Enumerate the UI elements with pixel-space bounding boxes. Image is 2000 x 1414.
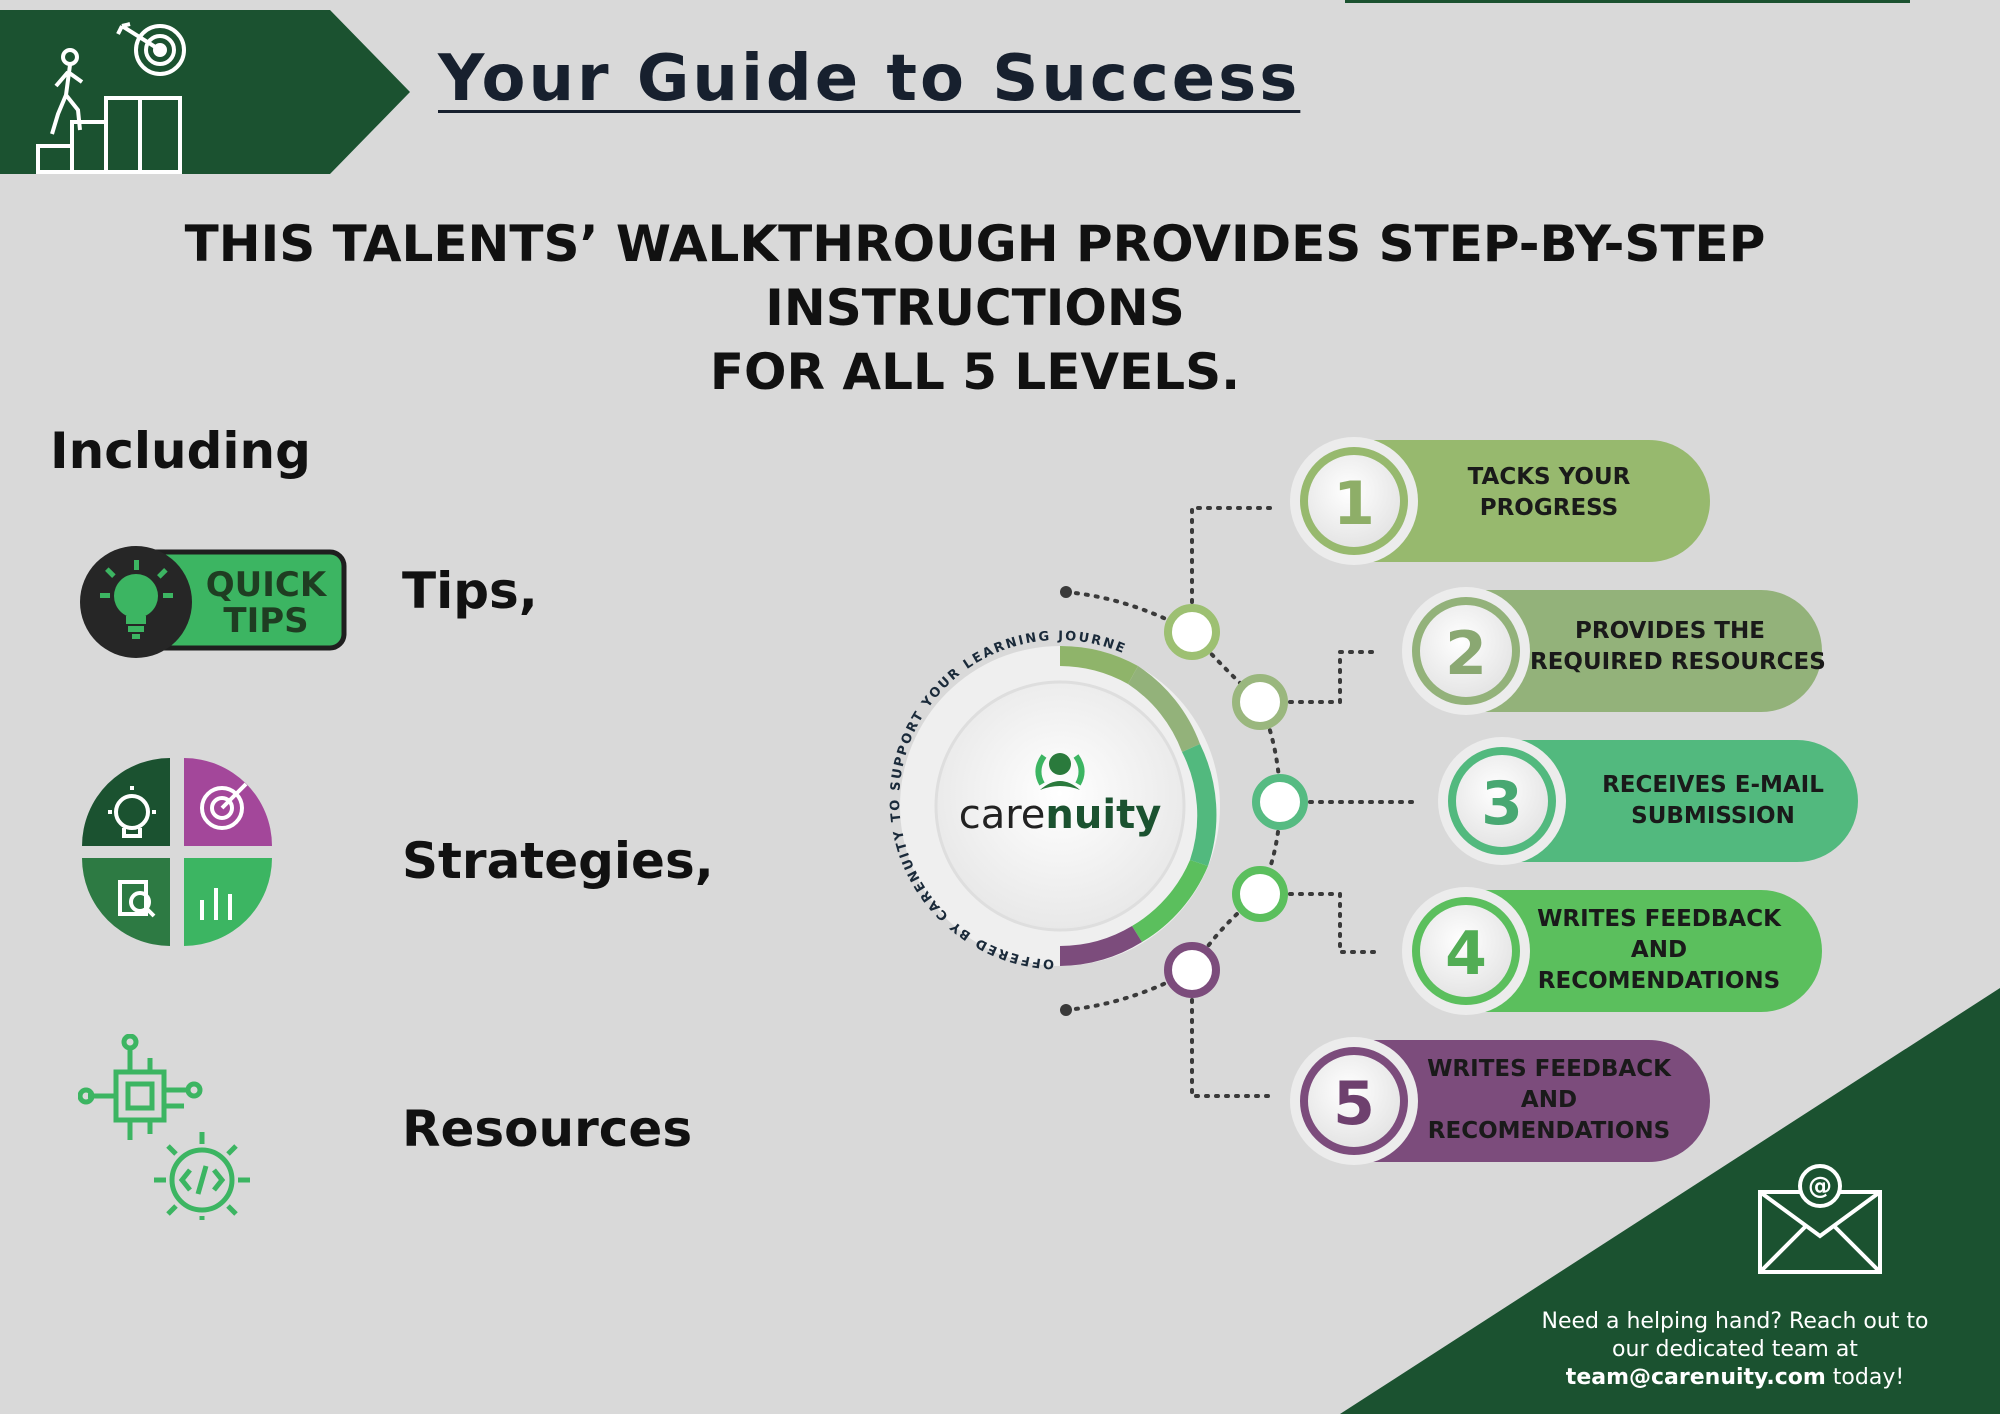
footer-triangle bbox=[1340, 988, 2000, 1414]
step-2: 2 bbox=[1402, 587, 1822, 715]
help-line-3: team@carenuity.com today! bbox=[1500, 1364, 1970, 1392]
dotted-connectors bbox=[1064, 506, 1422, 1098]
subtitle-line-1: THIS TALENTS’ WALKTHROUGH PROVIDES STEP-… bbox=[184, 215, 1766, 337]
quick-tips-badge: QUICK TIPS bbox=[80, 546, 347, 658]
step-4-text: WRITES FEEDBACK AND RECOMENDATIONS bbox=[1534, 904, 1784, 997]
help-email-link[interactable]: team@carenuity.com bbox=[1565, 1365, 1826, 1390]
help-line-2: our dedicated team at bbox=[1612, 1337, 1858, 1362]
including-heading: Including bbox=[50, 422, 311, 480]
step-5-line-3: RECOMENDATIONS bbox=[1427, 1118, 1671, 1144]
category-strategies: Strategies, bbox=[402, 832, 714, 890]
step-5-line-1: WRITES FEEDBACK bbox=[1427, 1056, 1671, 1082]
lightbulb-icon bbox=[100, 560, 173, 639]
page-subtitle: THIS TALENTS’ WALKTHROUGH PROVIDES STEP-… bbox=[40, 212, 1910, 404]
step-1: 1 bbox=[1290, 437, 1710, 565]
step-1-line-1: TACKS YOUR bbox=[1467, 464, 1631, 490]
help-text: Need a helping hand? Reach out to our de… bbox=[1500, 1308, 1970, 1392]
hub-logo-nuity: nuity bbox=[1045, 792, 1161, 838]
step-2-text: PROVIDES THE REQUIRED RESOURCES bbox=[1530, 616, 1826, 678]
hub-inner bbox=[934, 680, 1186, 932]
stairs-target-icon bbox=[36, 22, 186, 174]
step-5-number: 5 bbox=[1333, 1069, 1375, 1139]
step-4-line-3: RECOMENDATIONS bbox=[1537, 968, 1781, 994]
step-4: 4 bbox=[1402, 887, 1822, 1015]
strategy-quadrant-icon bbox=[82, 758, 272, 946]
subtitle-line-2: FOR ALL 5 LEVELS. bbox=[709, 343, 1241, 401]
header-banner bbox=[0, 10, 410, 174]
step-3-line-2: SUBMISSION bbox=[1631, 803, 1795, 829]
svg-text:@: @ bbox=[1808, 1172, 1832, 1200]
page-title: Your Guide to Success bbox=[438, 42, 1301, 116]
top-accent-line bbox=[1345, 0, 1910, 3]
hub-logo-care: care bbox=[959, 792, 1046, 838]
step-3-text: RECEIVES E-MAIL SUBMISSION bbox=[1588, 770, 1838, 832]
quick-tips-word-2: TIPS bbox=[223, 601, 308, 641]
help-suffix: today! bbox=[1825, 1365, 1905, 1390]
chip-gear-icon bbox=[78, 1034, 250, 1220]
process-diagram: carenuity OFFERED BY CARENUITY TO SUPPOR… bbox=[880, 420, 1858, 1165]
category-tips: Tips, bbox=[402, 562, 538, 620]
step-1-number: 1 bbox=[1333, 469, 1375, 539]
step-5-line-2: AND bbox=[1520, 1087, 1578, 1113]
step-2-line-1: PROVIDES THE bbox=[1575, 618, 1765, 644]
step-2-number: 2 bbox=[1445, 619, 1487, 689]
email-at-icon[interactable]: @ bbox=[1754, 1164, 1886, 1276]
step-4-line-1: WRITES FEEDBACK bbox=[1537, 906, 1781, 932]
step-2-line-2: REQUIRED RESOURCES bbox=[1530, 649, 1826, 675]
step-1-text: TACKS YOUR PROGRESS bbox=[1424, 462, 1674, 524]
help-line-1: Need a helping hand? Reach out to bbox=[1541, 1309, 1929, 1334]
carenuity-logo-icon bbox=[1035, 753, 1085, 790]
step-4-number: 4 bbox=[1445, 919, 1487, 989]
category-resources: Resources bbox=[402, 1100, 693, 1158]
step-3-line-1: RECEIVES E-MAIL bbox=[1602, 772, 1824, 798]
quick-tips-word-1: QUICK bbox=[206, 565, 328, 605]
step-3: 3 bbox=[1438, 737, 1858, 865]
step-5-text: WRITES FEEDBACK AND RECOMENDATIONS bbox=[1424, 1054, 1674, 1147]
step-4-line-2: AND bbox=[1630, 937, 1688, 963]
step-5: 5 bbox=[1290, 1037, 1710, 1165]
hub-logo-text: carenuity bbox=[959, 792, 1162, 838]
step-1-line-2: PROGRESS bbox=[1479, 495, 1619, 521]
step-3-number: 3 bbox=[1481, 769, 1523, 839]
